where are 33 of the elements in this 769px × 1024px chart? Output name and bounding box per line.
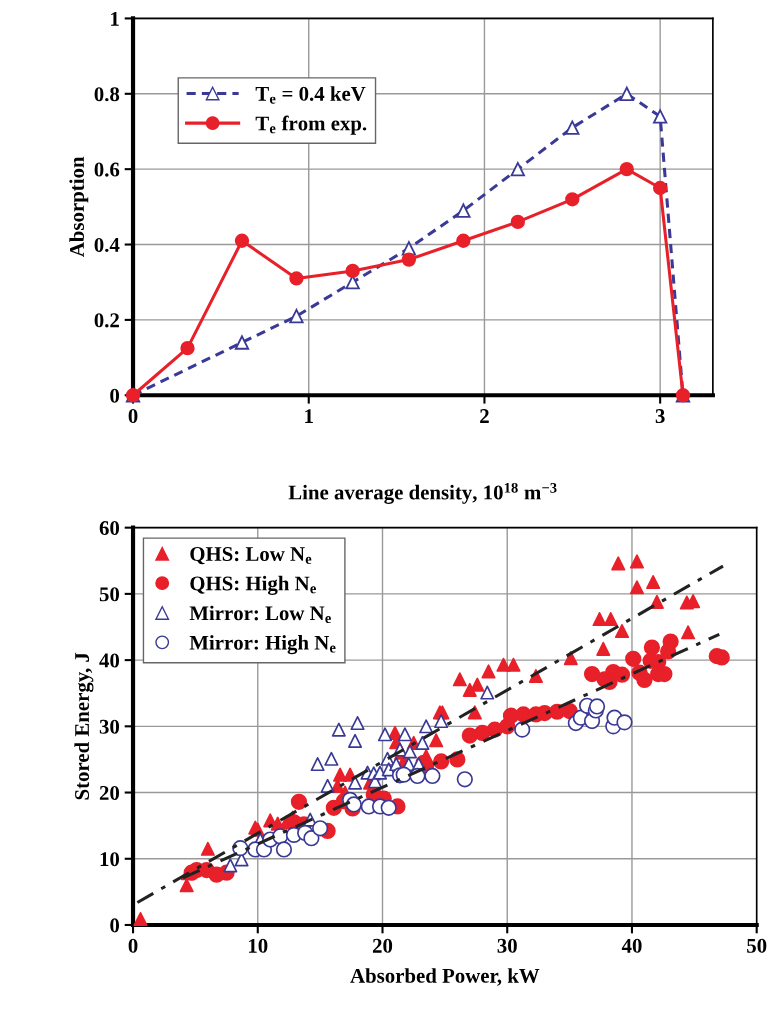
x-tick-label: 3 <box>655 409 665 424</box>
x-tick-label: 10 <box>249 938 268 953</box>
legend-label: T$_{e}$ from exp. <box>255 115 367 135</box>
y-tick-label: 1 <box>111 11 119 26</box>
y-tick-label: 0.2 <box>94 313 119 328</box>
y-tick-label: 0.4 <box>94 237 120 253</box>
x-tick-label: 30 <box>497 938 517 953</box>
y-tick-label: 40 <box>99 653 120 668</box>
y-tick-label: 10 <box>100 852 120 867</box>
x-tick-label: 20 <box>372 938 393 953</box>
x-tick-label: 1 <box>305 409 313 423</box>
y-tick-label: 0.8 <box>94 87 120 102</box>
y-axis-title: Absorption <box>69 156 89 257</box>
y-tick-label: 50 <box>99 587 120 602</box>
legend-label: QHS: Low N$_{e}$ <box>190 547 312 565</box>
x-axis-title: Absorbed Power, kW <box>350 968 540 986</box>
x-tick-label: 0 <box>128 938 138 953</box>
y-tick-label: 20 <box>99 785 120 800</box>
y-tick-label: 0 <box>110 918 120 933</box>
x-tick-label: 50 <box>747 938 767 953</box>
legend-label: QHS: High N$_{e}$ <box>190 575 316 595</box>
x-tick-label: 0 <box>128 409 138 424</box>
x-tick-label: 40 <box>621 938 642 953</box>
y-tick-label: 0.6 <box>94 162 120 177</box>
y-axis-title: Stored Energy, J <box>74 652 94 800</box>
y-tick-label: 30 <box>99 719 120 734</box>
legend-label: Mirror: High N$_{e}$ <box>189 635 336 655</box>
y-tick-label: 0 <box>110 388 120 403</box>
x-axis-title: Line average density, 10$^{18}$ m$^{−3}$ <box>288 482 557 504</box>
x-tick-label: 2 <box>480 409 489 423</box>
y-tick-label: 60 <box>99 521 120 536</box>
legend-label: Mirror: Low N$_{e}$ <box>189 605 331 624</box>
legend-label: T$_{e}$ = 0.4 keV <box>255 86 366 104</box>
